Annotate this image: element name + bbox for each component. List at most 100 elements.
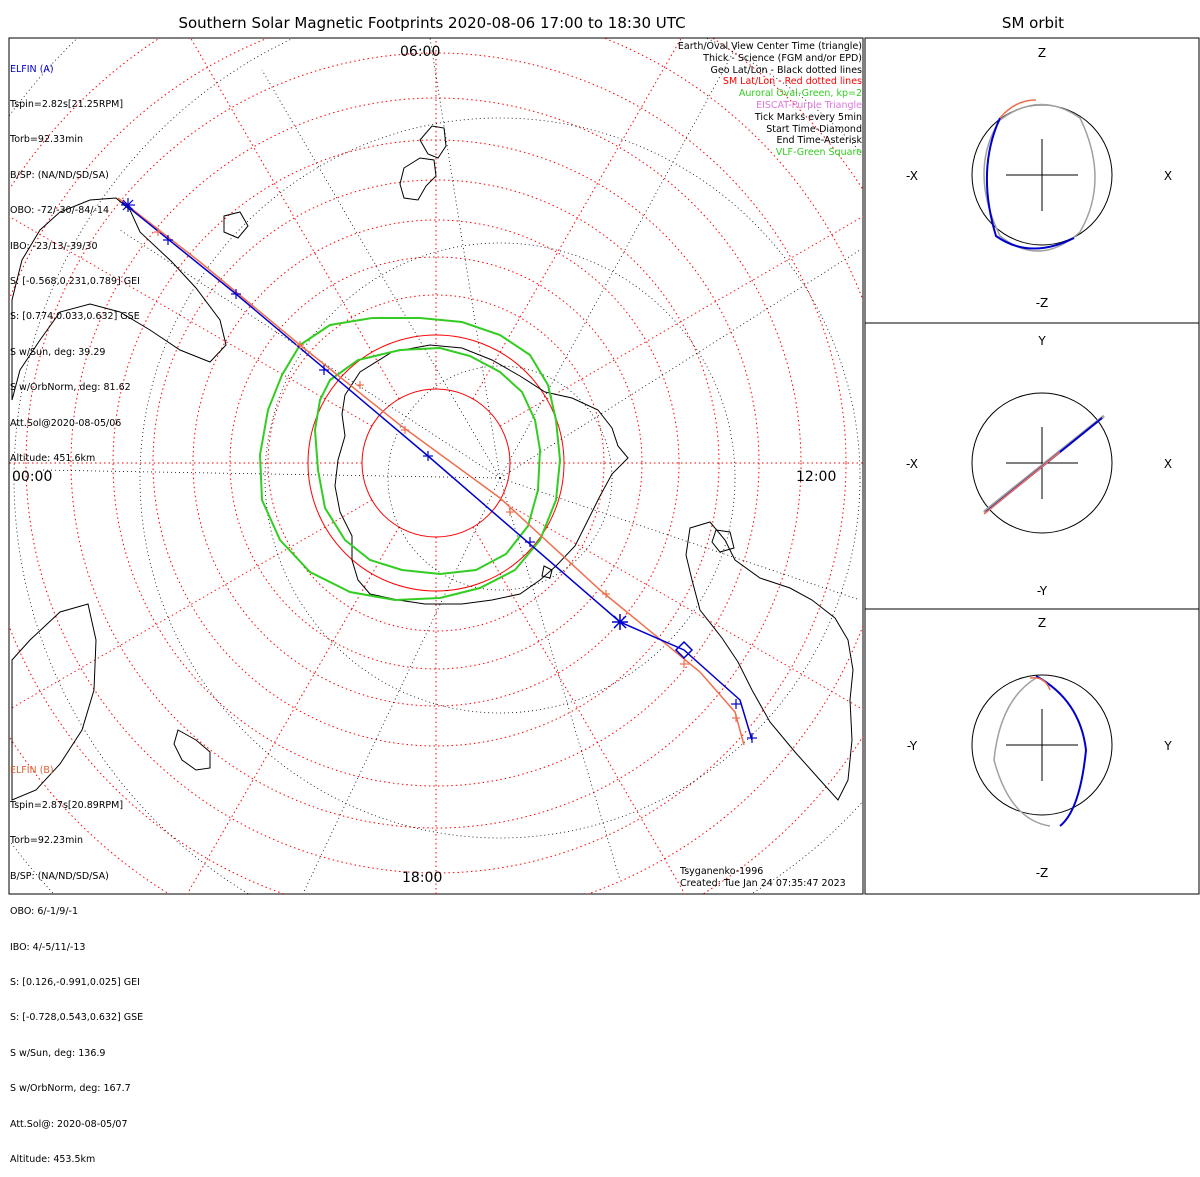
elfin-a-track [121,201,753,741]
elfin-b-line: S: [-0.728,0.543,0.632] GSE [10,1012,144,1024]
coastlines [11,125,854,801]
geo-lat-circle [264,242,736,714]
mlt-label-left: 00:00 [12,469,53,485]
geo-lon-line [261,69,501,479]
elfin-b-line: OBO: 6/-1/9/-1 [10,906,78,918]
orbit-axis-label-left: -X [906,169,918,183]
elfin-a-line: S w/Sun, deg: 39.29 [10,346,106,358]
sm-lat-circle [267,294,605,632]
elfin-b-line: S w/OrbNorm, deg: 167.7 [10,1083,131,1095]
elfin-a-info: ELFIN (A) Tspin=2.82s[21.25RPM] Torb=92.… [10,40,140,476]
auroral-oval [258,317,562,602]
sm-lon-line [190,38,400,400]
sm-lat-circle [25,52,847,874]
elfin-b-track [117,197,745,746]
orbit-elfin-b [1029,677,1051,691]
orbit-axis-label-down: -Z [1036,296,1049,310]
end-time-asterisk [613,615,627,629]
figure-canvas: Z -Z -X X Y -Y -X X Z -Z -Y Y [8,37,1200,895]
elfin-a-line: ELFIN (A) [10,63,54,75]
orbit-frame [864,37,1200,895]
legend-entry: VLF-Green Square [775,147,862,159]
elfin-b-line: ELFIN (B) [10,764,54,776]
orbit-gray-c [993,677,1051,827]
end-time-asterisk [122,199,134,211]
sm-lat-circle [152,179,720,747]
orbit-elfin-b [999,99,1037,119]
geo-lon-line [499,249,861,479]
geo-lon-line [39,469,501,479]
orbit-axis-label-right: X [1164,457,1172,471]
coastline [334,344,629,605]
orbit-axis-label-left: -Y [907,739,918,753]
orbit-panel-title: SM orbit [1001,14,1065,32]
orbit-axis-label-right: X [1164,169,1172,183]
coastline [223,211,249,239]
sm-lon-line [499,215,863,427]
orbit-axis-label-down: -Y [1037,584,1048,598]
orbit-axis-label-up: Z [1038,46,1046,60]
geo-lat-circle [9,38,79,894]
legend-entry: EISCAT-Purple Triangle [756,99,862,111]
elfin-b-line: S: [0.126,-0.991,0.025] GEI [10,976,140,988]
footprint-tracks [117,197,757,746]
sm-lon-line [472,526,686,894]
geo-lat-circle [387,365,613,591]
elfin-b-line: IBO: 4/-5/11/-13 [10,941,86,953]
elfin-a-line: IBO: -23/13/-39/30 [10,240,98,252]
mlt-label-top: 06:00 [400,44,441,60]
coastline [11,603,97,801]
orbit-elfin-b [983,451,1061,515]
elfin-a-line: Tspin=2.82s[21.25RPM] [10,98,124,110]
auroral-oval-inner [313,346,542,576]
geo-grid [9,38,863,894]
elfin-b-line: Att.Sol@: 2020-08-05/07 [10,1118,128,1130]
sm-lat-circle [192,219,680,707]
elfin-b-line: Torb=92.23min [10,835,84,847]
coastline [685,521,854,801]
orbit-panels: Z -Z -X X Y -Y -X X Z -Z -Y Y [906,46,1172,880]
created-label: Created: Tue Jan 24 07:35:47 2023 [680,878,846,889]
geo-lon-line [302,477,501,894]
coastline [173,729,211,771]
elfin-a-line: S: [0.774,0.033,0.632] GSE [10,311,140,323]
orbit-elfin-a [1035,675,1088,827]
legend-entry: Thick - Science (FGM and/or EPD) [703,52,862,64]
geo-lat-circle [139,117,861,839]
coastline [399,157,437,201]
legend-entry: Tick Marks every 5min [754,111,862,123]
elfin-b-line: Tspin=2.87s[20.89RPM] [10,799,124,811]
elfin-b-info: ELFIN (B) Tspin=2.87s[20.89RPM] Torb=92.… [10,741,143,1177]
model-label: Tsyganenko-1996 [680,866,764,877]
mlt-label-right: 12:00 [796,469,837,485]
coastline [711,529,735,553]
legend: Earth/Oval View Center Time (triangle) T… [678,41,862,159]
orbit-gray-a [983,103,1096,252]
elfin-b-line: Altitude: 453.5km [10,1153,96,1165]
elfin-a-line: Att.Sol@2020-08-05/06 [10,417,122,429]
orbit-axis-label-down: -Z [1036,866,1049,880]
auroral-oval-outer [258,317,562,602]
elfin-a-line: S w/OrbNorm, deg: 81.62 [10,382,131,394]
legend-entry: Earth/Oval View Center Time (triangle) [677,41,862,52]
footer: Tsyganenko-1996 Created: Tue Jan 24 07:3… [680,866,846,890]
sm-lon-line [186,526,400,894]
legend-entry: End Time-Asterisk [776,135,862,147]
legend-entry: Start Time-Diamond [766,123,862,135]
earth-circle [971,674,1113,816]
coastline [11,197,227,401]
orbit-axis-label-right: Y [1163,739,1172,753]
elfin-b-line: S w/Sun, deg: 136.9 [10,1047,106,1059]
orbit-elfin-a [985,117,1075,250]
elfin-a-line: Altitude: 451.6km [10,452,96,464]
orbit-axis-label-left: -X [906,457,918,471]
geo-lon-line [499,477,861,601]
legend-entry: Auroral Oval-Green, kp=2 [738,88,862,100]
geo-lon-line [499,39,741,479]
elfin-a-line: Torb=92.33min [10,134,84,146]
elfin-a-line: OBO: -72/-30/-84/-14 [10,205,110,217]
mlt-label-bottom: 18:00 [402,870,443,886]
orbit-axis-label-up: Z [1038,616,1046,630]
elfin-a-line: B/SP: (NA/ND/SD/SA) [10,169,109,181]
chart-title: Southern Solar Magnetic Footprints 2020-… [178,14,686,32]
